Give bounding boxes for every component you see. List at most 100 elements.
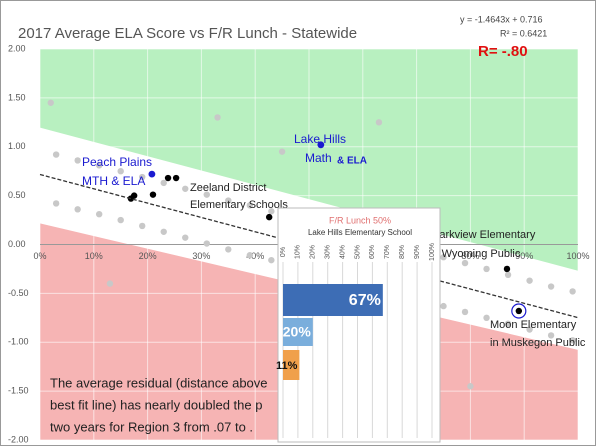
- data-point: [461, 259, 469, 267]
- data-point: [74, 206, 81, 213]
- data-point: [148, 170, 156, 178]
- x-tick-label: 30%: [325, 245, 332, 259]
- data-point: [375, 119, 383, 126]
- annotation: in Wyoming Public: [430, 248, 521, 260]
- data-point: [265, 213, 273, 221]
- x-tick-label: 80%: [399, 245, 406, 259]
- annotation: MTH & ELA: [82, 174, 145, 188]
- x-tick-label: 90%: [515, 251, 533, 261]
- bar: [283, 318, 313, 346]
- data-point: [526, 277, 533, 284]
- data-point: [160, 228, 167, 235]
- scatter-chart: 2.00 1.50 1.00 0.50 0.00 -0.50 -1.00 -1.50 -2.00…: [8, 14, 590, 444]
- x-tick-label: 0%: [280, 247, 287, 257]
- data-point: [483, 265, 490, 273]
- data-point: [172, 174, 180, 182]
- value-label: 11%: [276, 360, 298, 372]
- x-tick-label: 20%: [139, 251, 157, 261]
- r-squared: R² = 0.6421: [500, 28, 547, 38]
- data-point: [127, 195, 135, 202]
- data-point: [47, 99, 54, 106]
- x-tick-label: 100%: [566, 251, 589, 261]
- annotation: two years for Region 3 from .07 to .: [50, 419, 253, 434]
- highlight-ring: [511, 303, 527, 319]
- data-point: [515, 307, 523, 315]
- data-point: [526, 326, 533, 333]
- data-point: [504, 320, 512, 327]
- y-tick-label: 0.00: [8, 239, 26, 249]
- data-point: [203, 240, 210, 247]
- trendline-equation: y = -1.4643x + 0.716: [460, 14, 543, 24]
- data-point: [440, 302, 447, 310]
- annotation: Elementary Schools: [190, 199, 288, 211]
- annotation: Moon Elementary: [490, 319, 577, 331]
- data-point: [95, 162, 103, 169]
- data-point: [203, 191, 210, 198]
- y-tick-label: 1.50: [8, 92, 26, 102]
- data-point: [504, 271, 512, 279]
- bar: [283, 284, 383, 316]
- annotation: The average residual (distance above: [50, 375, 268, 390]
- data-point: [95, 210, 103, 218]
- x-tick-label: 30%: [192, 251, 210, 261]
- x-tick-label: 0%: [33, 251, 46, 261]
- data-point: [52, 200, 60, 207]
- data-point: [182, 185, 189, 192]
- x-tick-label: 50%: [354, 245, 361, 259]
- inset-subtitle: Lake Hills Elementary School: [308, 228, 412, 237]
- data-point: [268, 256, 275, 264]
- inset-bar-chart: F/R Lunch 50% Lake Hills Elementary Schoo…: [276, 207, 441, 443]
- annotation: best fit line) has nearly doubled the p: [50, 397, 262, 412]
- data-point: [483, 314, 490, 322]
- r-value: R= -.80: [478, 43, 528, 60]
- inset-title: F/R Lunch 50%: [329, 215, 391, 225]
- data-point: [278, 148, 286, 155]
- y-tick-label: -1.00: [8, 337, 29, 347]
- annotation: in Muskegon Public: [490, 337, 586, 349]
- data-point: [246, 202, 254, 209]
- value-label: 20%: [283, 324, 312, 340]
- chart-title: 2017 Average ELA Score vs F/R Lunch - St…: [18, 25, 357, 42]
- data-point: [164, 174, 172, 182]
- x-tick-label: 80%: [461, 251, 479, 261]
- data-point: [106, 280, 114, 287]
- data-point: [225, 197, 232, 204]
- data-point: [139, 222, 146, 230]
- x-tick-label: 90%: [414, 245, 421, 259]
- data-point: [182, 234, 189, 241]
- annotation: Math: [305, 151, 332, 165]
- value-label: 67%: [349, 292, 381, 309]
- data-point: [547, 283, 555, 290]
- data-point: [74, 157, 81, 164]
- x-tick-label: 100%: [429, 243, 436, 261]
- data-point: [160, 179, 167, 187]
- data-point: [503, 265, 511, 273]
- x-tick-label: 70%: [384, 245, 391, 259]
- y-tick-label: -0.50: [8, 288, 29, 298]
- x-tick-label: 20%: [310, 245, 317, 259]
- data-point: [139, 173, 146, 181]
- x-tick-label: 40%: [339, 245, 346, 259]
- y-tick-label: -2.00: [8, 434, 29, 444]
- annotation: Parkview Elementary: [432, 229, 536, 241]
- data-point: [117, 216, 124, 224]
- x-tick-label: 60%: [369, 245, 376, 259]
- annotation: Zeeland District: [190, 182, 266, 194]
- annotation: Lake Hills: [294, 132, 346, 146]
- y-tick-label: 1.00: [8, 141, 26, 151]
- annotation: Peach Plains: [82, 155, 152, 169]
- bar: [283, 350, 300, 380]
- y-tick-label: 0.50: [8, 190, 26, 200]
- y-tick-label: 2.00: [8, 43, 26, 53]
- data-point: [467, 383, 474, 390]
- y-tick-label: -1.50: [8, 386, 29, 396]
- data-point: [547, 332, 555, 339]
- data-point: [268, 208, 275, 215]
- x-tick-label: 10%: [295, 245, 302, 259]
- data-point: [225, 246, 232, 253]
- x-tick-label: 40%: [246, 251, 264, 261]
- data-point: [149, 191, 157, 198]
- data-point: [317, 141, 325, 149]
- data-point: [214, 114, 221, 121]
